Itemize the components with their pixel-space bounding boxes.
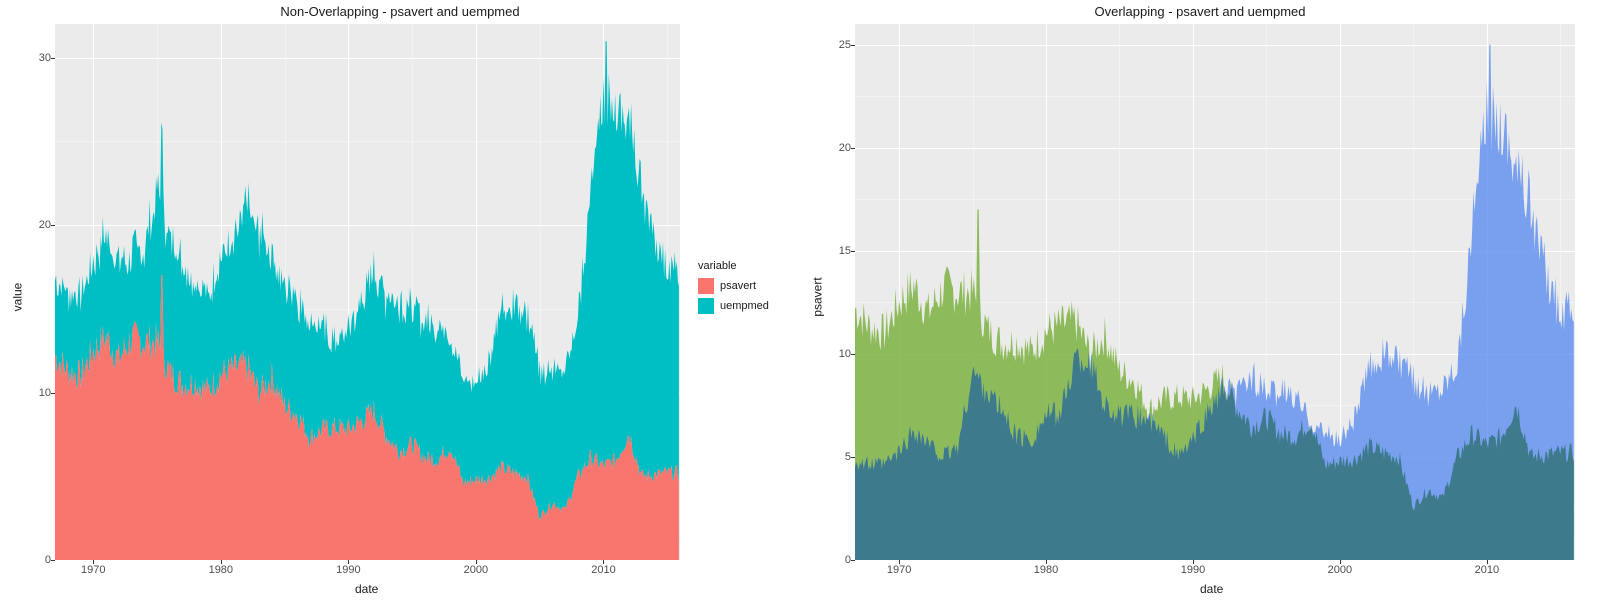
legend-item: uempmed (698, 298, 769, 314)
gridline-h (855, 560, 1575, 561)
right-y-axis-label: psavert (811, 277, 825, 316)
right-chart-title: Overlapping - psavert and uempmed (800, 4, 1600, 19)
x-tick-mark (1193, 560, 1194, 564)
legend-swatch (698, 298, 714, 314)
left-area-svg (55, 24, 680, 560)
legend-swatch (698, 278, 714, 294)
right-area-svg (855, 24, 1575, 560)
y-tick-mark (51, 560, 55, 561)
left-legend: variable psavert uempmed (698, 260, 769, 318)
y-tick-mark (851, 560, 855, 561)
left-plot-area: 010203019701980199020002010 (55, 24, 680, 560)
legend-item: psavert (698, 278, 769, 294)
legend-label: uempmed (720, 300, 769, 312)
x-tick-mark (1046, 560, 1047, 564)
x-tick-mark (1340, 560, 1341, 564)
legend-label: psavert (720, 280, 756, 292)
left-chart-panel: Non-Overlapping - psavert and uempmed va… (0, 0, 800, 600)
right-plot-area: 051015202519701980199020002010 (855, 24, 1575, 560)
right-chart-panel: Overlapping - psavert and uempmed psaver… (800, 0, 1600, 600)
x-tick-mark (93, 560, 94, 564)
right-x-axis-label: date (1200, 582, 1223, 596)
left-chart-title: Non-Overlapping - psavert and uempmed (0, 4, 800, 19)
x-tick-mark (603, 560, 604, 564)
x-tick-mark (348, 560, 349, 564)
chart-pair-container: Non-Overlapping - psavert and uempmed va… (0, 0, 1600, 600)
legend-title: variable (698, 260, 769, 272)
gridline-h (55, 560, 680, 561)
x-tick-mark (1487, 560, 1488, 564)
left-x-axis-label: date (355, 582, 378, 596)
x-tick-mark (476, 560, 477, 564)
left-y-axis-label: value (10, 283, 24, 312)
x-tick-mark (221, 560, 222, 564)
x-tick-mark (899, 560, 900, 564)
